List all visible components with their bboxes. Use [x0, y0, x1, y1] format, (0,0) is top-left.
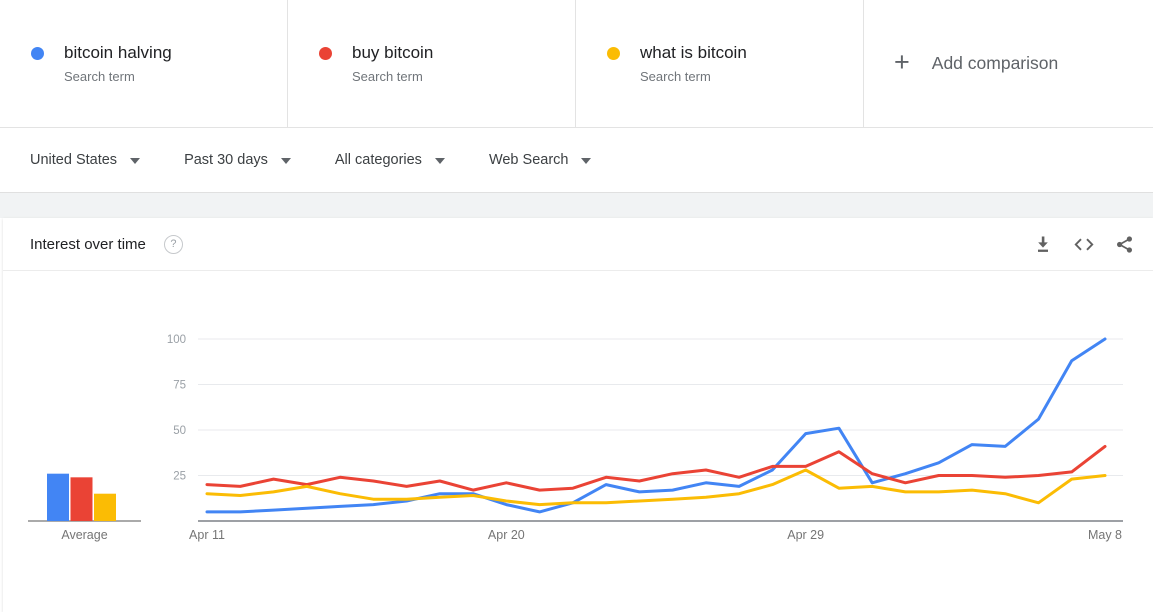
term-subtitle: Search term	[64, 69, 135, 84]
chart-actions	[1034, 235, 1133, 253]
add-comparison-button[interactable]: + Add comparison	[864, 0, 1153, 127]
panel-title: Interest over time	[30, 235, 146, 253]
term-card-buy-bitcoin[interactable]: buy bitcoin Search term	[288, 0, 576, 127]
term-label: buy bitcoin	[352, 43, 434, 62]
series-line-buy-bitcoin	[205, 444, 1107, 492]
help-icon[interactable]: ?	[163, 234, 183, 254]
average-bar-what-is-bitcoin	[94, 493, 116, 521]
chevron-down-icon	[130, 158, 141, 164]
chevron-down-icon	[581, 158, 592, 164]
plus-icon: +	[894, 46, 910, 77]
term-color-dot	[607, 47, 620, 60]
x-axis-tick-label: May 8	[1088, 528, 1122, 542]
filter-all-categories[interactable]: All categories	[335, 152, 445, 168]
interest-over-time-chart[interactable]: 25 50 75 100 Apr 11 Apr 20 Apr 29 May 8 Average	[0, 271, 1153, 612]
term-label: what is bitcoin	[640, 43, 747, 62]
filters-row: United States Past 30 days All categories W…	[0, 128, 1153, 193]
chevron-down-icon	[280, 158, 291, 164]
filter-past-30-days[interactable]: Past 30 days	[184, 152, 291, 168]
section-divider-band	[0, 193, 1153, 218]
filter-label: Web Search	[488, 152, 569, 168]
average-bar-buy-bitcoin	[70, 477, 93, 521]
x-axis-tick-label: Apr 11	[189, 528, 225, 542]
chevron-down-icon	[434, 158, 445, 164]
series-line-bitcoin-halving	[205, 337, 1107, 514]
download-icon[interactable]	[1034, 236, 1052, 253]
filter-united-states[interactable]: United States	[30, 152, 141, 168]
average-bar-bitcoin-halving	[47, 473, 69, 521]
term-color-dot	[31, 47, 44, 60]
chart-card-header: Interest over time ?	[3, 218, 1153, 271]
embed-icon[interactable]	[1074, 238, 1094, 251]
term-label: bitcoin halving	[64, 43, 172, 62]
term-color-dot	[319, 47, 332, 60]
filter-label: Past 30 days	[184, 152, 268, 168]
x-axis-tick-label: Apr 29	[787, 528, 824, 542]
y-axis-tick-label: 75	[173, 380, 186, 392]
term-subtitle: Search term	[640, 69, 711, 84]
x-axis-tick-label: Apr 20	[488, 528, 525, 542]
term-card-what-is-bitcoin[interactable]: what is bitcoin Search term	[576, 0, 864, 127]
y-axis-tick-label: 25	[173, 471, 186, 483]
term-subtitle: Search term	[352, 69, 423, 84]
share-icon[interactable]	[1116, 235, 1133, 253]
y-axis-tick-label: 100	[167, 334, 186, 346]
comparison-terms-row: bitcoin halving Search term buy bitcoin Sea…	[0, 0, 1153, 128]
y-axis-tick-label: 50	[173, 425, 186, 437]
filter-label: United States	[30, 152, 118, 168]
average-label: Average	[61, 528, 107, 542]
interest-over-time-card: Interest over time ?	[3, 218, 1153, 612]
add-comparison-label: Add comparison	[931, 53, 1059, 73]
term-card-bitcoin-halving[interactable]: bitcoin halving Search term	[0, 0, 288, 127]
filter-web-search[interactable]: Web Search	[489, 152, 592, 168]
filter-label: All categories	[334, 152, 422, 168]
series-line-what-is-bitcoin	[205, 468, 1107, 507]
